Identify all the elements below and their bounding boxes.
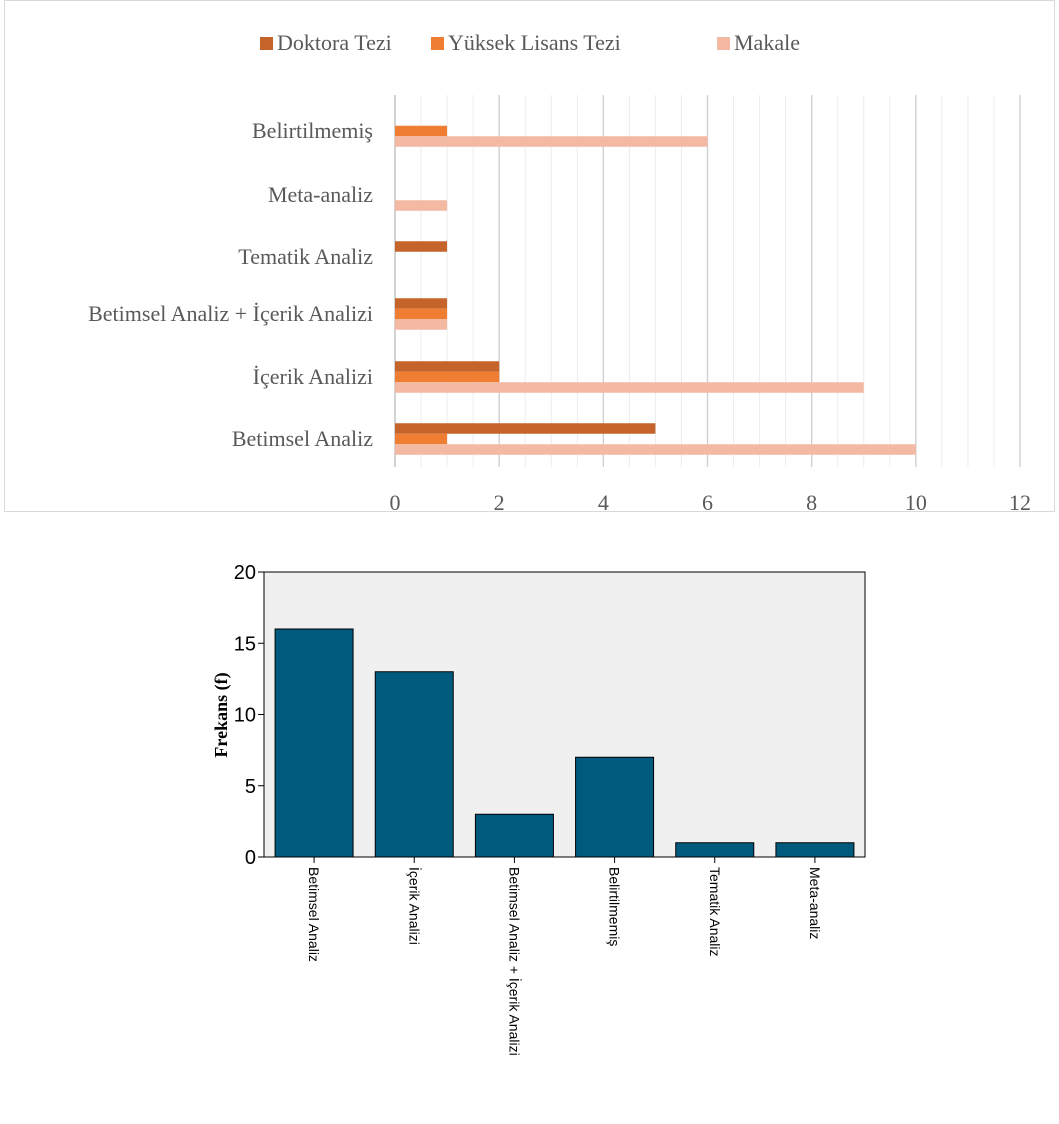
x-tick-label: Meta-analiz: [807, 867, 823, 939]
y-tick-label: 20: [234, 562, 256, 584]
x-tick-label: Betimsel Analiz + İçerik Analizi: [506, 867, 523, 1056]
bar-4: [675, 842, 755, 858]
chart-2-bars: [274, 628, 855, 858]
x-tick-label: 12: [1009, 490, 1031, 515]
x-tick-label: 0: [390, 490, 401, 515]
chart-2-y-axis: 0 5 10 15 20: [234, 562, 264, 869]
legend-label-2: Makale: [734, 30, 800, 55]
bar-0-2: [395, 136, 708, 147]
category-label: Betimsel Analiz + İçerik Analizi: [88, 301, 373, 326]
x-tick-label: 6: [702, 490, 713, 515]
x-tick-label: Betimsel Analiz: [306, 867, 322, 962]
bar-0-1: [395, 125, 448, 137]
chart-1-category-labels: Belirtilmemiş Meta-analiz Tematik Analiz Be…: [88, 118, 373, 451]
y-tick-label: 10: [234, 705, 256, 727]
bar-1-2: [395, 200, 448, 211]
bar-5-1: [395, 433, 448, 445]
bar-2: [474, 813, 554, 858]
y-tick-label: 15: [234, 633, 256, 655]
x-tick-label: 2: [494, 490, 505, 515]
chart-2-plot-area: [263, 571, 866, 858]
bar-5-2: [395, 444, 916, 455]
x-tick-label: 4: [598, 490, 609, 515]
x-tick-label: Tematik Analiz: [707, 867, 723, 956]
category-label: Betimsel Analiz: [232, 426, 373, 451]
chart-1-horizontal-bar: Doktora Tezi Yüksek Lisans Tezi Makale Bel…: [88, 30, 1032, 515]
chart-1-x-tick-labels: 0 2 4 6 8 10 12: [390, 490, 1032, 515]
bar-5: [775, 842, 855, 858]
bar-3-1: [395, 308, 448, 320]
bar-3-2: [395, 319, 448, 330]
legend-swatch-0: [260, 37, 273, 50]
legend-label-0: Doktora Tezi: [277, 30, 392, 55]
bar-3: [575, 756, 655, 858]
chart-1-bars: [395, 125, 916, 455]
bar-4-2: [395, 382, 864, 393]
chart-2-x-axis: Betimsel Analiz İçerik Analizi Betimsel An…: [306, 857, 823, 1056]
x-tick-label: 8: [806, 490, 817, 515]
bar-0: [274, 628, 354, 858]
legend-swatch-1: [431, 37, 444, 50]
category-label: Belirtilmemiş: [252, 118, 373, 143]
x-tick-label: Belirtilmemiş: [607, 867, 623, 946]
category-label: Meta-analiz: [268, 182, 373, 207]
bar-2-0: [395, 241, 448, 252]
bar-4-0: [395, 361, 500, 372]
chart-1-gridlines: [394, 95, 1021, 467]
legend-swatch-2: [717, 37, 730, 50]
legend-label-1: Yüksek Lisans Tezi: [448, 30, 621, 55]
category-label: İçerik Analizi: [253, 364, 373, 389]
bar-1: [374, 671, 454, 858]
x-tick-label: 10: [905, 490, 927, 515]
y-tick-label: 0: [245, 847, 256, 869]
chart-1-legend: Doktora Tezi Yüksek Lisans Tezi Makale: [260, 30, 800, 55]
chart-2-y-axis-label: Frekans (f): [211, 672, 232, 757]
y-tick-label: 5: [245, 776, 256, 798]
x-tick-label: İçerik Analizi: [406, 867, 423, 945]
category-label: Tematik Analiz: [238, 244, 373, 269]
bar-5-0: [395, 423, 656, 434]
bar-4-1: [395, 371, 500, 383]
bar-3-0: [395, 298, 448, 309]
